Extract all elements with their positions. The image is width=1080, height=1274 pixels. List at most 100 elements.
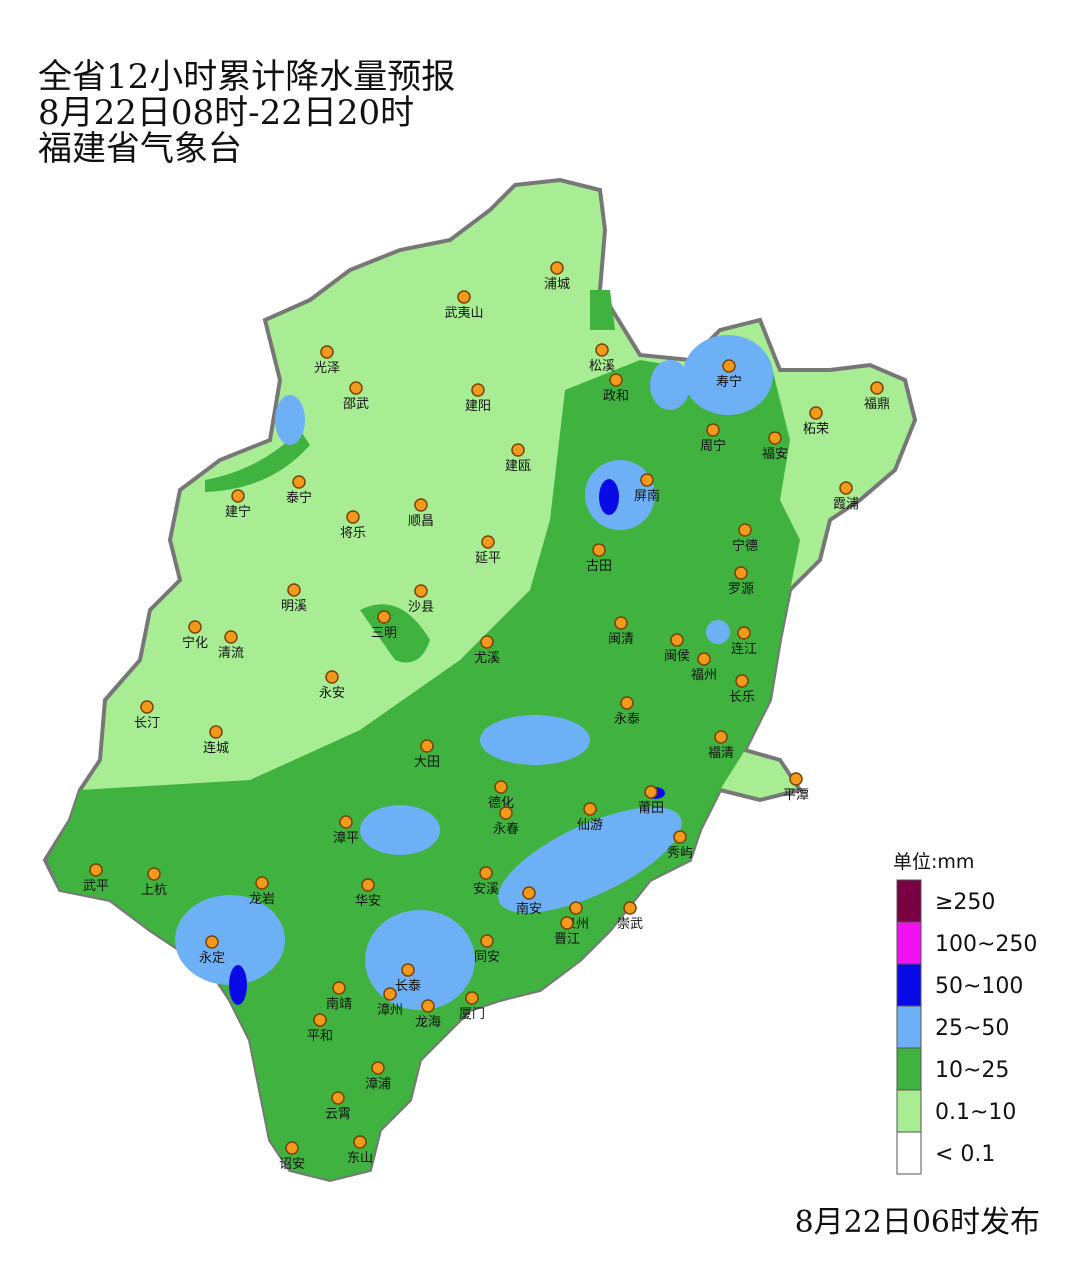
- city-dot: [550, 261, 564, 275]
- city-label: 沙县: [408, 600, 434, 615]
- city-label: 松溪: [589, 359, 615, 374]
- city-label: 尤溪: [474, 651, 500, 666]
- city-label: 闽侯: [664, 649, 690, 664]
- city-label: 长汀: [134, 716, 160, 731]
- city-label: 漳州: [377, 1002, 403, 1018]
- city-dot: [592, 543, 606, 557]
- city-dot: [292, 475, 306, 489]
- city-dot: [870, 381, 884, 395]
- legend-swatch: [896, 1047, 922, 1091]
- city-label: 罗源: [728, 582, 754, 597]
- city-dot: [789, 772, 803, 786]
- footer: 8月22日06时发布: [795, 1205, 1040, 1240]
- city-label: 永定: [199, 951, 225, 966]
- legend: ≥250 100~250 50~100 25~50 10~25 0.1~10 < 0.1: [896, 879, 1037, 1175]
- city-dot: [670, 633, 684, 647]
- city-label: 同安: [474, 950, 500, 965]
- city-label: 永春: [493, 822, 519, 837]
- city-dot: [349, 381, 363, 395]
- city-label: 周宁: [700, 438, 726, 454]
- city-label: 柘荣: [803, 422, 829, 437]
- city-label: 延平: [475, 551, 501, 566]
- city-dot: [583, 802, 597, 816]
- city-label: 莆田: [638, 801, 664, 816]
- city-dot: [89, 863, 103, 877]
- city-dot: [706, 423, 720, 437]
- period: 8月22日08时-22日20时: [38, 93, 414, 133]
- city-dot: [479, 866, 493, 880]
- legend-label: 25~50: [935, 1016, 1009, 1041]
- legend-label: 100~250: [935, 932, 1037, 957]
- city-dot: [414, 498, 428, 512]
- city-dot: [231, 489, 245, 503]
- city-label: 龙海: [415, 1015, 441, 1030]
- city-dot: [140, 700, 154, 714]
- city-label: 诏安: [279, 1157, 305, 1172]
- city-label: 平和: [307, 1029, 333, 1044]
- city-label: 三明: [371, 626, 397, 641]
- city-dot: [481, 535, 495, 549]
- city-dot: [205, 935, 219, 949]
- legend-swatch: [896, 879, 922, 923]
- city-label: 上杭: [141, 883, 167, 898]
- city-dot: [809, 406, 823, 420]
- city-dot: [697, 652, 711, 666]
- city-dot: [332, 981, 346, 995]
- city-dot: [673, 830, 687, 844]
- legend-swatch: [896, 963, 922, 1007]
- city-dot: [522, 886, 536, 900]
- province-map: [42, 177, 918, 1183]
- city-dot: [361, 878, 375, 892]
- city-label: 顺昌: [408, 514, 434, 529]
- city-dot: [353, 1135, 367, 1149]
- city-label: 宁化: [182, 635, 208, 651]
- city-dot: [188, 620, 202, 634]
- city-dot: [499, 806, 513, 820]
- city-label: 平潭: [783, 788, 809, 803]
- city-label: 闽清: [608, 632, 634, 647]
- city-label: 光泽: [314, 361, 340, 376]
- legend-title: 单位:mm: [893, 851, 974, 873]
- issuer: 福建省气象台: [38, 129, 242, 169]
- city-label: 建瓯: [505, 459, 531, 474]
- city-dot: [287, 583, 301, 597]
- city-dot: [285, 1141, 299, 1155]
- city-dot: [331, 1091, 345, 1105]
- city-label: 华安: [355, 894, 381, 909]
- region-blue: [175, 335, 773, 1010]
- city-dot: [346, 510, 360, 524]
- city-label: 明溪: [281, 599, 307, 614]
- city-label: 漳浦: [365, 1076, 391, 1092]
- city-dot: [620, 696, 634, 710]
- city-dot: [320, 345, 334, 359]
- city-label: 政和: [603, 389, 629, 404]
- city-dot: [465, 991, 479, 1005]
- city-label: 将乐: [340, 526, 366, 541]
- city-dot: [640, 473, 654, 487]
- city-label: 云霄: [325, 1107, 351, 1122]
- city-dot: [313, 1013, 327, 1027]
- legend-swatch: [896, 1005, 922, 1049]
- city-dot: [722, 359, 736, 373]
- city-label: 宁德: [732, 538, 758, 554]
- city-label: 崇武: [617, 917, 643, 932]
- city-label: 福鼎: [864, 397, 890, 412]
- city-label: 南靖: [326, 996, 352, 1012]
- city-label: 仙游: [577, 818, 603, 833]
- city-dot: [839, 481, 853, 495]
- city-dot: [401, 963, 415, 977]
- city-dot: [325, 670, 339, 684]
- city-dot: [595, 343, 609, 357]
- legend-label: < 0.1: [935, 1142, 995, 1167]
- city-label: 漳平: [333, 830, 359, 846]
- city-dot: [480, 934, 494, 948]
- city-dot: [737, 626, 751, 640]
- city-label: 厦门: [459, 1007, 485, 1022]
- city-dot: [494, 780, 508, 794]
- city-dot: [511, 443, 525, 457]
- city-label: 浦城: [544, 277, 570, 292]
- city-dot: [414, 584, 428, 598]
- city-label: 晋江: [554, 932, 580, 947]
